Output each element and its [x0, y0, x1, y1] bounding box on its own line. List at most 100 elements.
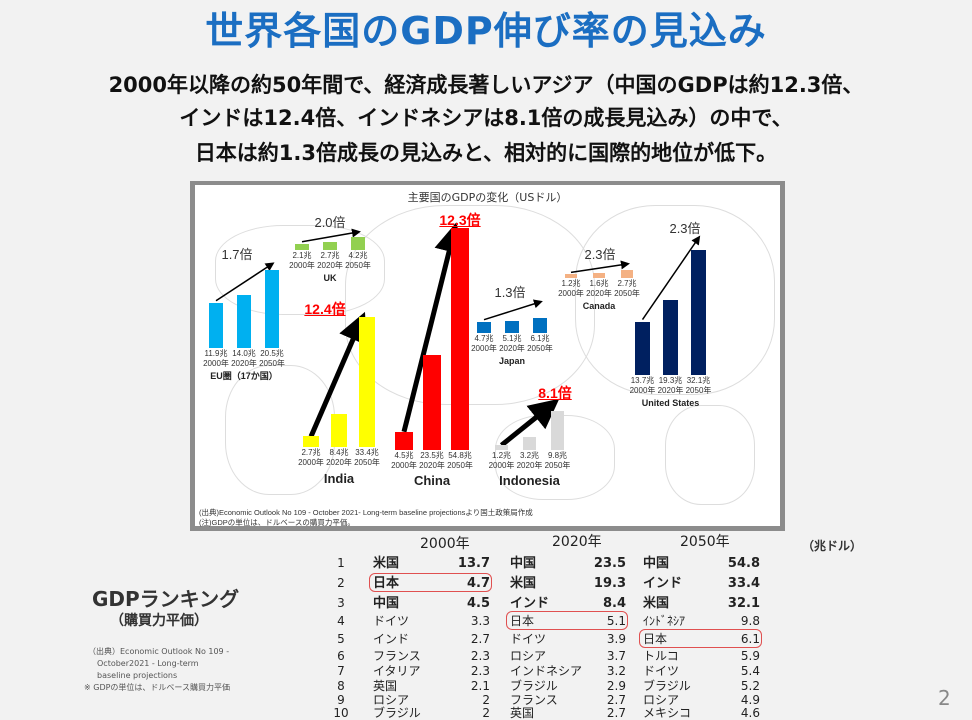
country-name: 英国 [373, 679, 398, 693]
country-name: 中国 [643, 556, 670, 571]
bar-value-label: 2.1兆 [292, 251, 312, 260]
gdp-value: 4.5 [466, 596, 490, 611]
gdp-bar [359, 316, 375, 447]
gdp-bar [505, 320, 519, 333]
gdp-value: 6.1 [740, 632, 760, 646]
bar-value-label: 33.4兆 [355, 448, 379, 457]
ranking-row: 4 ドイツ 3.3 日本 5.1 ｲﾝﾄﾞﾈｼｱ 9.8 [0, 614, 972, 628]
country-name: 米国 [510, 576, 537, 591]
bar-year-label: 2050年 [544, 461, 571, 470]
country-name: ロシア [643, 693, 680, 707]
bar-year-label: 2000年 [629, 386, 656, 395]
growth-multiplier-label: 1.3倍 [494, 285, 526, 300]
gdp-bar [265, 270, 279, 348]
country-name: 日本 [373, 576, 400, 591]
growth-multiplier-label: 2.3倍 [669, 221, 701, 236]
bar-value-label: 32.1兆 [686, 376, 711, 385]
ranking-unit: （兆ドル） [802, 539, 863, 553]
country-name: 米国 [373, 556, 400, 571]
rank-number: 10 [333, 706, 349, 720]
country-name: ロシア [510, 649, 547, 663]
rank-number: 7 [337, 664, 345, 678]
gdp-bar [477, 321, 491, 333]
country-name: ブラジル [510, 679, 558, 693]
subtitle-line-2: インドは12.4倍、インドネシアは8.1倍の成長見込み）の中で、 [179, 106, 793, 130]
bar-year-label: 2050年 [527, 344, 553, 353]
country-name: ブラジル [643, 679, 691, 693]
bar-value-label: 4.7兆 [474, 334, 494, 343]
gdp-value: 23.5 [593, 556, 626, 571]
gdp-bar [523, 437, 536, 450]
country-name: トルコ [643, 649, 679, 663]
gdp-value: 2 [482, 693, 490, 707]
ranking-year-2050: 2050年 [680, 534, 730, 550]
bar-value-label: 1.6兆 [589, 279, 609, 288]
bar-year-label: 2020年 [419, 461, 445, 470]
map-outline-africa [225, 365, 335, 495]
map-outline-asia [345, 205, 595, 405]
country-name: インド [643, 576, 683, 591]
rank-number: 4 [337, 614, 345, 628]
country-name-label: UK [323, 273, 337, 283]
country-name-label: India [323, 471, 355, 486]
country-name-label: Japan [498, 356, 526, 366]
bar-year-label: 2050年 [345, 261, 371, 270]
gdp-value: 2.9 [606, 679, 626, 693]
gdp-value: 3.9 [606, 632, 626, 646]
rank-number: 9 [337, 693, 345, 707]
bar-value-label: 2.7兆 [617, 279, 637, 288]
country-name: インド [510, 596, 550, 611]
country-name: ドイツ [510, 632, 547, 646]
subtitle-line-1: 2000年以降の約50年間で、経済成長著しいアジア（中国のGDPは約12.3倍、 [108, 73, 864, 97]
country-name: インドネシア [510, 664, 583, 678]
ranking-row: 6 フランス 2.3 ロシア 3.7 トルコ 5.9 [0, 649, 972, 663]
gdp-value: 2 [482, 706, 490, 720]
gdp-value: 33.4 [727, 576, 760, 591]
gdp-value: 32.1 [727, 596, 760, 611]
ranking-row: 2 日本 4.7 米国 19.3 インド 33.4 [0, 576, 972, 591]
gdp-value: 5.9 [740, 649, 760, 663]
page-title: 世界各国のGDP伸び率の見込み [205, 9, 767, 53]
country-name: ドイツ [373, 614, 410, 628]
ranking-title: GDPランキング [92, 587, 240, 611]
country-name: フランス [510, 693, 558, 707]
ranking-source-2: October2021 - Long-term [97, 659, 199, 668]
gdp-value: 2.7 [606, 693, 626, 707]
gdp-bar [533, 318, 547, 333]
bar-year-label: 2000年 [289, 261, 315, 270]
page-number: 2 [938, 686, 951, 710]
country-name-label: Indonesia [499, 473, 560, 488]
ranking-row: 7 イタリア 2.3 インドネシア 3.2 ドイツ 5.4 [0, 664, 972, 678]
gdp-value: 2.3 [470, 649, 490, 663]
bar-value-label: 8.4兆 [329, 448, 349, 457]
ranking-row: 5 インド 2.7 ドイツ 3.9 日本 6.1 [0, 632, 972, 646]
ranking-subtitle: （購買力平価） [110, 613, 208, 629]
bar-value-label: 54.8兆 [448, 451, 472, 460]
growth-multiplier-label: 2.0倍 [314, 215, 346, 230]
gdp-value: 4.6 [740, 706, 760, 720]
gdp-value: 2.1 [470, 679, 490, 693]
country-name: ｲﾝﾄﾞﾈｼｱ [643, 614, 686, 628]
bar-value-label: 20.5兆 [260, 349, 284, 358]
map-source-note: (出典)Economic Outlook No 109 - October 20… [199, 508, 533, 517]
gdp-value: 5.1 [606, 614, 626, 628]
country-name: ドイツ [643, 664, 680, 678]
growth-multiplier-label: 12.4倍 [304, 301, 346, 317]
bar-value-label: 13.7兆 [630, 376, 655, 385]
ranking-year-2020: 2020年 [552, 534, 602, 550]
bar-value-label: 1.2兆 [561, 279, 581, 288]
gdp-value: 19.3 [593, 576, 626, 591]
bar-year-label: 2000年 [558, 289, 584, 298]
rank-number: 1 [337, 556, 345, 570]
country-name-label: China [413, 473, 451, 488]
bar-year-label: 2050年 [685, 386, 712, 395]
gdp-value: 4.7 [466, 576, 490, 591]
map-outline-south-america [665, 405, 755, 505]
bar-year-label: 2020年 [586, 289, 612, 298]
bar-value-label: 4.2兆 [348, 251, 368, 260]
gdp-value: 3.7 [606, 649, 626, 663]
country-name: 英国 [510, 706, 535, 720]
ranking-source-3: baseline projections [97, 671, 178, 680]
bar-year-label: 2000年 [203, 359, 229, 368]
growth-multiplier-label: 8.1倍 [538, 385, 572, 401]
